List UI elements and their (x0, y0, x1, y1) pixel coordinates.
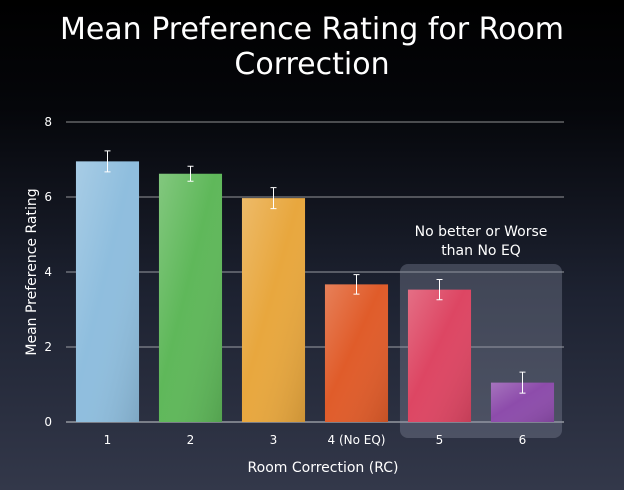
x-tick-label: 5 (436, 433, 444, 447)
bar-sheen (241, 198, 306, 422)
x-tick-label: 3 (270, 433, 278, 447)
annotation-text: than No EQ (441, 243, 521, 259)
annotation-text: No better or Worse (415, 224, 548, 240)
y-tick-label: 2 (44, 340, 52, 354)
y-tick-label: 6 (44, 190, 52, 204)
x-tick-label: 6 (519, 433, 527, 447)
y-tick-label: 8 (44, 115, 52, 129)
x-tick-label: 1 (104, 433, 112, 447)
bar-sheen (75, 161, 140, 422)
y-tick-label: 0 (44, 415, 52, 429)
bar-sheen (407, 289, 472, 422)
x-axis-label: Room Correction (RC) (248, 460, 399, 476)
x-tick-label: 2 (187, 433, 195, 447)
bar-sheen (324, 284, 389, 422)
bar-sheen (158, 173, 223, 422)
chart-title: Mean Preference Rating for Room Correcti… (59, 12, 565, 82)
y-tick-label: 4 (44, 265, 52, 279)
y-axis-label: Mean Preference Rating (24, 188, 40, 355)
x-tick-label: 4 (No EQ) (328, 433, 386, 447)
